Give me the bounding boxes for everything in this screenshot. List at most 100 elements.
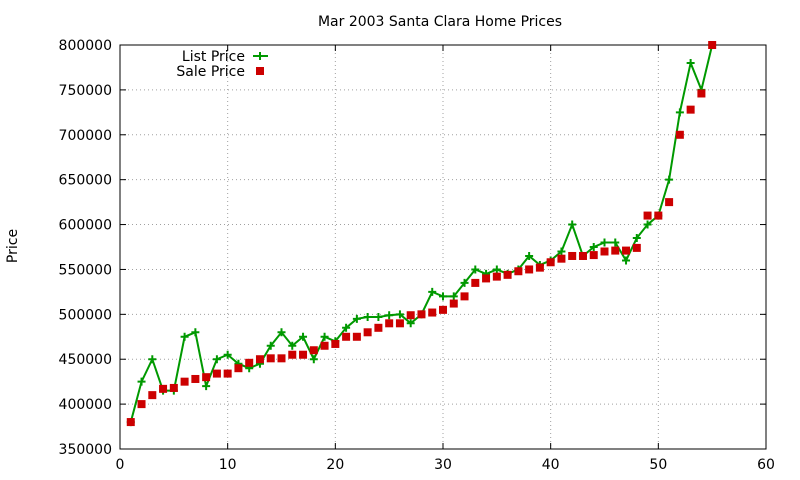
x-tick-label: 0 [116,457,125,473]
list-price-point [611,238,620,247]
sale-price-point [309,346,318,355]
y-tick-label: 700000 [59,128,112,144]
list-price-point [589,243,598,251]
list-price-point [223,350,232,359]
x-tick-label: 20 [326,457,344,473]
list-price-point [622,256,631,265]
sale-price-point [471,278,480,287]
sale-price-point [342,332,351,341]
sale-price-point [665,198,674,207]
list-price-point [374,313,383,322]
sale-price-point [395,319,404,328]
sale-price-point [385,319,394,328]
legend-label-sale-price: Sale Price [176,64,245,80]
sale-price-point [600,247,609,256]
sale-price-point [288,350,297,359]
sale-price-point [546,258,555,267]
grid-lines [120,45,766,449]
list-price-point [288,341,297,350]
list-price-point [675,108,684,117]
list-price-point [643,220,652,229]
sale-price-point [169,383,178,392]
y-tick-label: 500000 [59,307,112,323]
series [126,41,717,427]
y-tick-label: 350000 [59,442,112,458]
sale-price-point [180,377,189,386]
sale-price-point [363,328,372,337]
sale-price-point [352,332,361,341]
tick-labels: 350000 400000 450000 500000 550000 600000 6500… [59,38,775,473]
sale-price-point [234,364,243,373]
legend-swatch-list-marker [256,52,264,60]
legend-swatch-sale-marker [256,67,264,75]
list-price-point [471,265,480,274]
sale-price-point [266,354,275,363]
sale-price-point [159,384,168,393]
sale-price-point [406,311,415,320]
x-tick-label: 30 [434,457,452,473]
list-price-point [320,332,329,341]
sale-price-point [439,305,447,314]
sale-price-point [492,272,501,281]
y-tick-label: 600000 [59,218,112,234]
list-price-point [266,341,275,350]
sale-price-point [202,373,211,382]
sale-price-point [126,418,135,427]
list-price-point [137,377,146,386]
sale-price-point [514,267,523,276]
sale-price-point [525,265,534,274]
list-price-point [449,292,458,301]
list-price-point [352,314,361,323]
list-price-point [632,234,641,243]
list-price-point [299,332,308,341]
legend: List Price Sale Price [176,49,268,80]
sale-price-point [557,254,566,263]
list-price-point [212,355,221,364]
sale-price-point [374,323,383,332]
list-price-point [342,323,351,332]
y-tick-label: 650000 [59,173,112,189]
list-price-point [406,319,415,328]
sale-price-point [503,270,512,279]
y-tick-label: 800000 [59,38,112,54]
list-price-point [686,58,695,67]
sale-price-point [449,299,458,308]
y-tick-label: 400000 [59,397,112,413]
sale-price-point [191,374,200,383]
list-price-point [191,328,200,337]
list-price-point [568,220,577,229]
sale-price-point [535,263,544,272]
sale-price-point [460,292,469,301]
series-line-list-price [129,44,714,423]
sale-price-point [643,211,652,220]
list-price-point [600,238,609,247]
list-price-point [557,247,566,256]
sale-price-point [708,41,717,49]
x-tick-label: 40 [542,457,560,473]
list-price-point [385,311,394,320]
sale-price-point [320,341,329,350]
sale-price-point [568,251,577,260]
sale-price-point [331,339,340,348]
sale-price-point [675,130,684,139]
list-price-point [277,328,286,337]
sale-price-point [428,308,437,317]
y-tick-label: 450000 [59,352,112,368]
list-price-point [525,251,534,260]
list-price-point [492,265,501,274]
y-tick-label: 750000 [59,83,112,99]
list-price-point [180,332,189,341]
sale-price-point [632,243,641,252]
sale-price-point [686,105,695,114]
list-price-point [148,355,157,364]
sale-price-point [137,400,146,409]
sale-price-point [245,358,254,367]
y-tick-label: 550000 [59,262,112,278]
legend-label-list-price: List Price [182,49,245,65]
sale-price-point [255,355,264,364]
sale-price-point [611,246,620,255]
sale-price-point [589,251,598,260]
sale-price-point [417,310,426,319]
list-price-point [460,278,469,287]
